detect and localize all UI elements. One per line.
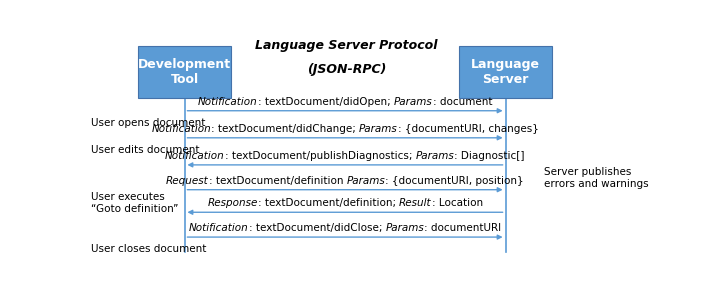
Text: User closes document: User closes document <box>91 244 207 254</box>
Text: Notification: Notification <box>198 97 258 107</box>
Text: Language Server Protocol: Language Server Protocol <box>255 39 438 52</box>
Text: (JSON-RPC): (JSON-RPC) <box>307 63 386 76</box>
Text: : Location: : Location <box>432 198 483 208</box>
Text: Params: Params <box>359 124 398 134</box>
Text: : document: : document <box>433 97 492 107</box>
Text: : textDocument/definition;: : textDocument/definition; <box>258 198 399 208</box>
Text: Params: Params <box>347 176 385 186</box>
Text: Language
Server: Language Server <box>471 58 540 86</box>
Text: Params: Params <box>385 223 424 233</box>
FancyBboxPatch shape <box>138 47 231 98</box>
Text: Result: Result <box>399 198 432 208</box>
Text: Params: Params <box>416 151 455 161</box>
Text: User opens document: User opens document <box>91 117 205 127</box>
Text: : textDocument/didChange;: : textDocument/didChange; <box>211 124 359 134</box>
Text: : textDocument/publishDiagnostics;: : textDocument/publishDiagnostics; <box>225 151 416 161</box>
Text: : {documentURI, position}: : {documentURI, position} <box>385 176 524 186</box>
Text: : documentURI: : documentURI <box>424 223 501 233</box>
Text: Server publishes
errors and warnings: Server publishes errors and warnings <box>544 167 649 189</box>
Text: : textDocument/definition: : textDocument/definition <box>209 176 347 186</box>
Text: Notification: Notification <box>165 151 225 161</box>
FancyBboxPatch shape <box>459 47 552 98</box>
Text: Response: Response <box>207 198 258 208</box>
Text: Development
Tool: Development Tool <box>138 58 231 86</box>
Text: Notification: Notification <box>189 223 249 233</box>
Text: Notification: Notification <box>152 124 211 134</box>
Text: Request: Request <box>166 176 209 186</box>
Text: : textDocument/didOpen;: : textDocument/didOpen; <box>258 97 394 107</box>
Text: : textDocument/didClose;: : textDocument/didClose; <box>249 223 385 233</box>
Text: : {documentURI, changes}: : {documentURI, changes} <box>398 124 539 134</box>
Text: User edits document: User edits document <box>91 144 200 155</box>
Text: : Diagnostic[]: : Diagnostic[] <box>455 151 525 161</box>
Text: Params: Params <box>394 97 433 107</box>
Text: User executes
“Goto definition”: User executes “Goto definition” <box>91 192 178 214</box>
